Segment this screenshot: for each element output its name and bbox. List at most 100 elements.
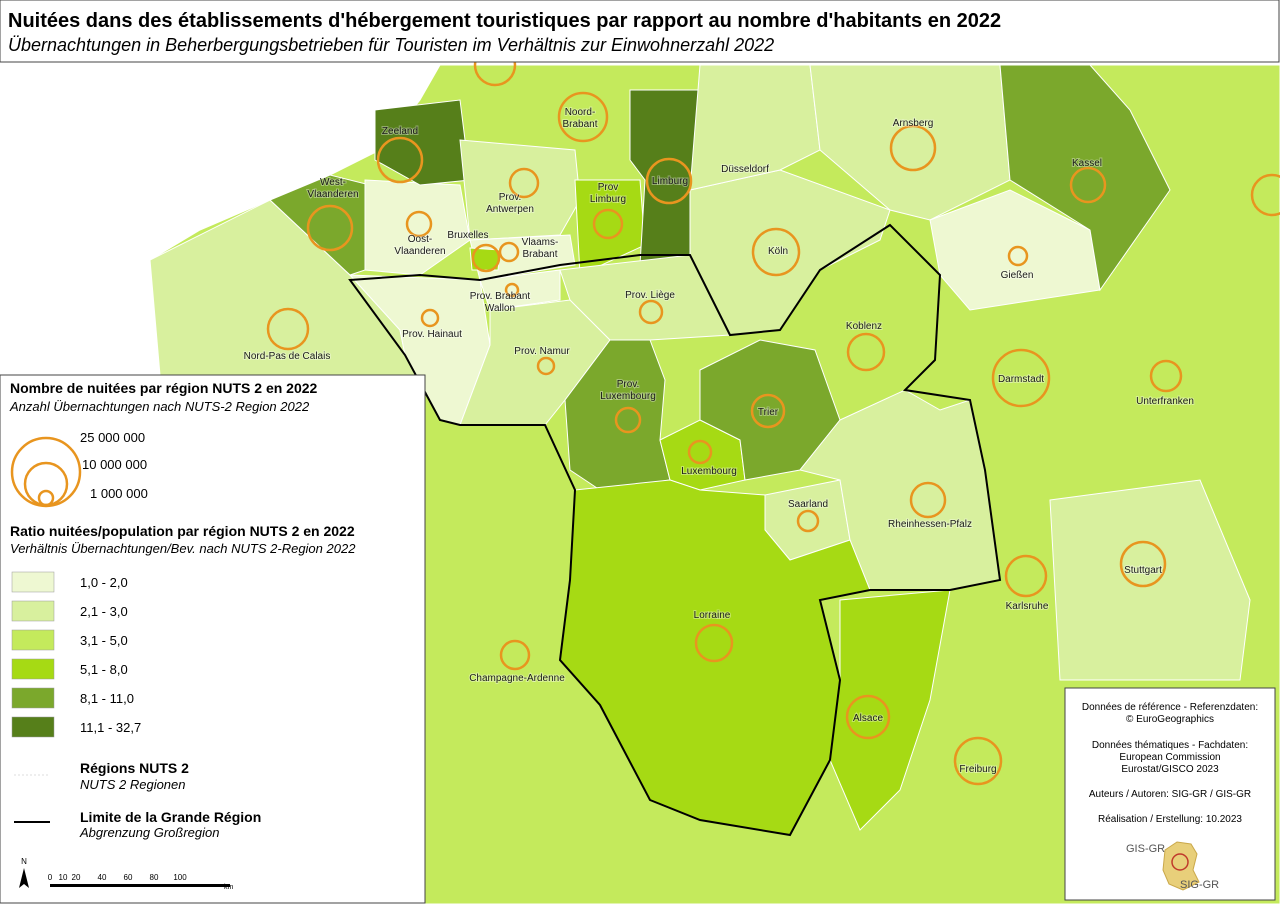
circle (1069, 166, 1107, 204)
region-label: Vlaanderen (394, 246, 445, 257)
circle (694, 623, 734, 663)
region-label: Prov. Hainaut (402, 329, 462, 340)
circle (420, 308, 440, 328)
region-label: Gießen (1001, 270, 1034, 281)
legend-subtitle: Verhältnis Übernachtungen/Bev. nach NUTS… (10, 541, 356, 556)
credit-line: Données thématiques - Fachdaten: (1092, 740, 1248, 751)
scale-tick: 60 (124, 873, 133, 882)
region-area (479, 269, 561, 311)
region-label: Koblenz (846, 321, 882, 332)
north-arrow (19, 868, 29, 888)
circle (504, 282, 520, 298)
north-label: N (21, 857, 27, 866)
region-label: Düsseldorf (721, 164, 769, 175)
region-label: Wallon (485, 303, 515, 314)
circle (638, 299, 664, 325)
circle (592, 208, 624, 240)
region-area (999, 64, 1171, 292)
legend-swatch (11, 687, 55, 709)
circle (306, 204, 354, 252)
circle (498, 241, 520, 263)
subtitle: Übernachtungen in Beherbergungsbetrieben… (8, 35, 774, 55)
region-label: Bruxelles (447, 230, 488, 241)
region-label: Köln (768, 246, 788, 257)
region-label: Vlaams- (522, 237, 559, 248)
region-label: Arnsberg (893, 118, 934, 129)
region-label: Champagne-Ardenne (469, 673, 565, 684)
title: Nuitées dans des établissements d'héberg… (8, 10, 1001, 32)
region-label: Vlaanderen (307, 189, 358, 200)
circle (376, 136, 424, 184)
circles (266, 43, 1280, 786)
logo-target (1171, 853, 1189, 871)
legend-title: Limite de la Grande Région (80, 809, 261, 825)
legend-title: Ratio nuitées/population par région NUTS… (10, 523, 355, 539)
region-area (469, 247, 501, 271)
circle (1119, 540, 1167, 588)
legend: Nombre de nuitées par région NUTS 2 en 2… (0, 374, 426, 904)
legend-size-label: 1 000 000 (90, 486, 148, 501)
circle (845, 694, 891, 740)
region-label: Brabant (522, 249, 557, 260)
credit-line: © EuroGeographics (1126, 714, 1214, 725)
legend-circle (37, 489, 55, 507)
region-label: Luxembourg (681, 466, 737, 477)
region-label: Prov. Brabant (470, 291, 531, 302)
circle (266, 307, 310, 351)
circle (889, 124, 937, 172)
circle (645, 157, 693, 205)
credit-line: Auteurs / Autoren: SIG-GR / GIS-GR (1089, 789, 1251, 800)
circle (471, 243, 501, 273)
legend-class-label: 2,1 - 3,0 (80, 604, 128, 619)
legend-size-label: 25 000 000 (80, 430, 145, 445)
scale-tick: 40 (98, 873, 107, 882)
legend-subtitle: NUTS 2 Regionen (80, 777, 186, 792)
header-box (0, 0, 1280, 63)
scale-tick: 20 (72, 873, 81, 882)
legend-swatch (11, 629, 55, 651)
region-label: Lorraine (694, 610, 731, 621)
circle (846, 332, 886, 372)
circle (953, 736, 1003, 786)
credit-line: Réalisation / Erstellung: 10.2023 (1098, 814, 1242, 825)
logo-text: SIG-GR (1180, 879, 1219, 891)
legend-swatch (11, 600, 55, 622)
legend-class-label: 8,1 - 11,0 (80, 691, 134, 706)
scale-bar: 0 10 20 40 60 80 100 km (48, 873, 234, 891)
region-label: Prov. Liège (625, 290, 675, 301)
legend-class-label: 5,1 - 8,0 (80, 662, 128, 677)
scale-tick: 10 (59, 873, 68, 882)
legend-title: Régions NUTS 2 (80, 760, 189, 776)
legend-subtitle: Anzahl Übernachtungen nach NUTS-2 Region… (9, 399, 310, 414)
region-label: Limburg (590, 194, 626, 205)
legend-classes: 1,0 - 2,0 2,1 - 3,0 3,1 - 5,0 5,1 - 8,0 8,1 … (11, 571, 141, 738)
legend-box (0, 374, 426, 904)
region-area (364, 179, 471, 276)
region-label: Unterfranken (1136, 396, 1194, 407)
legend-swatch (11, 658, 55, 680)
region-label: Prov. Namur (514, 346, 570, 357)
region-label: Kassel (1072, 158, 1102, 169)
region-label: West- (320, 177, 346, 188)
legend-class-label: 3,1 - 5,0 (80, 633, 128, 648)
scale-tick: 0 (48, 873, 53, 882)
legend-swatch (11, 716, 55, 738)
logo-shape (1162, 841, 1200, 891)
circle (750, 393, 786, 429)
circle (751, 227, 801, 277)
legend-class-label: 11,1 - 32,7 (80, 720, 141, 735)
scale-unit: km (224, 884, 234, 891)
circle (557, 91, 609, 143)
grande-region-border (348, 223, 1002, 837)
logo-text: GIS-GR (1126, 843, 1165, 855)
circle (499, 639, 531, 671)
region-label: Zeeland (382, 126, 418, 137)
land (149, 64, 1280, 904)
legend-size-label: 10 000 000 (82, 457, 147, 472)
region-label: Saarland (788, 499, 828, 510)
circle (1250, 173, 1280, 217)
region-label: Limburg (652, 176, 688, 187)
circle (1149, 359, 1183, 393)
circle (508, 167, 540, 199)
